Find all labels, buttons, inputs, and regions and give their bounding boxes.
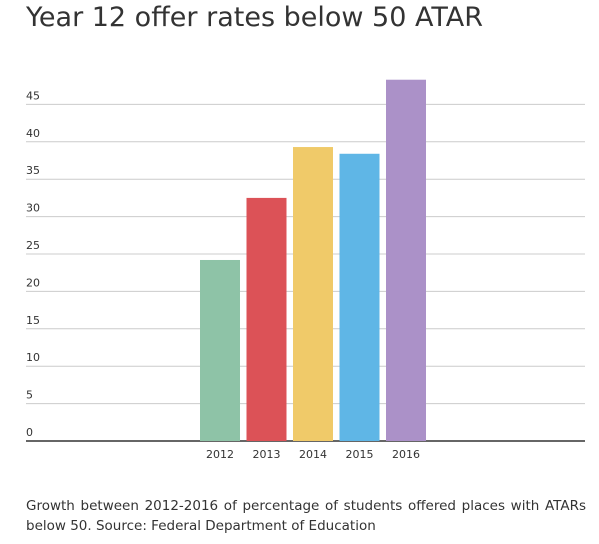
bar-2012 <box>200 259 240 441</box>
bar-2013 <box>246 197 287 441</box>
chart-caption: Growth between 2012-2016 of percentage o… <box>26 498 586 534</box>
x-tick-label: 2012 <box>206 448 234 461</box>
bar-2015 <box>339 153 380 441</box>
y-tick-label: 30 <box>26 202 40 215</box>
y-tick-label: 0 <box>26 426 33 439</box>
y-tick-label: 35 <box>26 164 40 177</box>
bar-chart: 0 5 10 15 20 25 30 35 40 45 2012 2013 2014 2015 2016 <box>26 79 585 461</box>
bar-2016 <box>386 79 426 441</box>
y-tick-label: 25 <box>26 239 40 252</box>
bars <box>200 79 426 441</box>
x-tick-label: 2015 <box>346 448 374 461</box>
y-tick-label: 10 <box>26 351 40 364</box>
y-tick-labels: 0 5 10 15 20 25 30 35 40 45 <box>26 89 40 439</box>
chart-title: Year 12 offer rates below 50 ATAR <box>26 2 483 33</box>
x-tick-label: 2013 <box>253 448 281 461</box>
y-tick-label: 15 <box>26 314 40 327</box>
y-tick-label: 20 <box>26 276 40 289</box>
y-tick-label: 40 <box>26 127 40 140</box>
x-tick-labels: 2012 2013 2014 2015 2016 <box>206 448 420 461</box>
y-tick-label: 5 <box>26 389 33 402</box>
bar-2014 <box>293 147 333 441</box>
x-tick-label: 2014 <box>299 448 327 461</box>
x-tick-label: 2016 <box>392 448 420 461</box>
y-tick-label: 45 <box>26 89 40 102</box>
